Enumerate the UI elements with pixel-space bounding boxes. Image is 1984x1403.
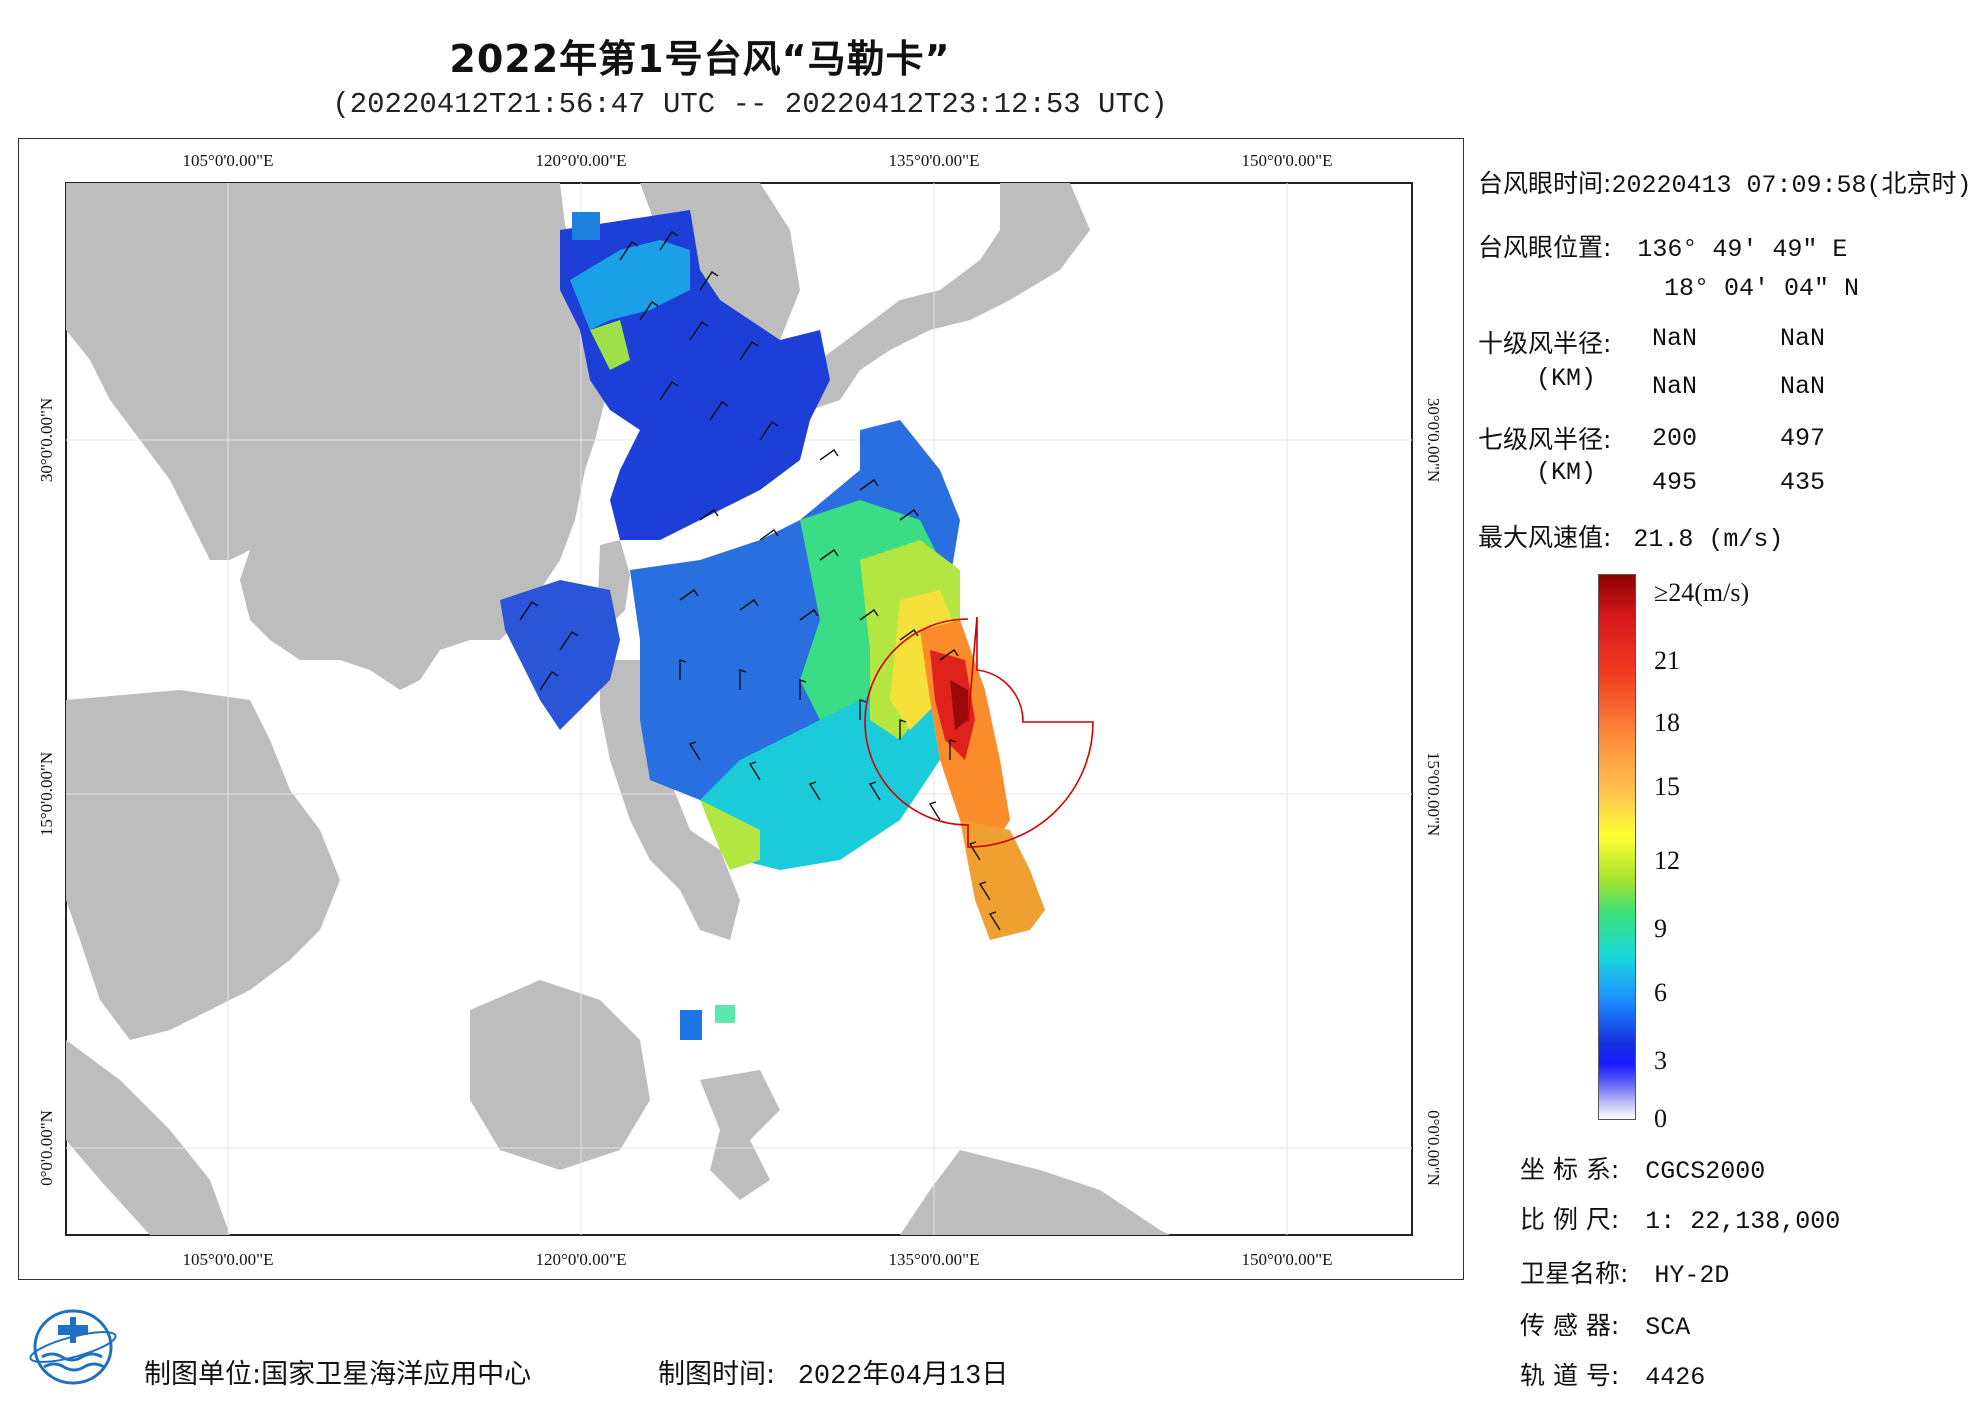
swath-core-darkred bbox=[950, 680, 968, 730]
nsoas-logo-icon bbox=[29, 1309, 117, 1385]
producer-label: 制图单位: bbox=[144, 1359, 262, 1390]
r10-value-sw: NaN bbox=[1652, 372, 1698, 401]
legend-tick-3: 3 bbox=[1654, 1046, 1667, 1075]
wind-speed-colorbar bbox=[1598, 574, 1636, 1120]
lat-label-left-1: 30°0'0.00"N bbox=[37, 398, 56, 482]
swath-north-green bbox=[590, 320, 630, 370]
orbit-value: 4426 bbox=[1645, 1363, 1706, 1392]
map-subtitle: (20220412T21:56:47 UTC -- 20220412T23:12… bbox=[332, 88, 1168, 121]
swath-fragment-3 bbox=[572, 212, 600, 240]
r7-label: 七级风半径: bbox=[1478, 425, 1612, 454]
lon-label-bottom-4: 150°0'0.00"E bbox=[1242, 1250, 1333, 1269]
max-wind-label: 最大风速值: bbox=[1478, 523, 1612, 552]
eye-pos-row: 台风眼位置: 136° 49′ 49″ E bbox=[1478, 228, 1847, 264]
land-sulawesi bbox=[700, 1070, 780, 1200]
r7-value-nw: 435 bbox=[1780, 468, 1826, 497]
legend-tick-6: 6 bbox=[1654, 978, 1667, 1007]
orbit-row: 轨 道 号: 4426 bbox=[1520, 1356, 1705, 1392]
swath-fragment-1 bbox=[680, 1010, 702, 1040]
land-borneo bbox=[470, 980, 650, 1170]
producer-row: 制图单位:国家卫星海洋应用中心 bbox=[144, 1352, 531, 1391]
r7-value-sw: 495 bbox=[1652, 468, 1698, 497]
r7-unit: (KM) bbox=[1536, 458, 1597, 487]
scale-label: 比 例 尺: bbox=[1520, 1205, 1620, 1234]
eye-time-label: 台风眼时间: bbox=[1478, 169, 1612, 198]
lon-label-top-3: 135°0'0.00"E bbox=[889, 151, 980, 170]
lat-label-left-3: 0°0'0.00"N bbox=[37, 1110, 56, 1186]
r10-unit: (KM) bbox=[1536, 364, 1597, 393]
eye-time-value: 20220413 07:09:58(北京时) bbox=[1611, 171, 1972, 200]
legend-tick-15: 15 bbox=[1654, 772, 1680, 801]
crs-row: 坐 标 系: CGCS2000 bbox=[1520, 1150, 1765, 1186]
max-wind-row: 最大风速值: 21.8 (m/s) bbox=[1478, 518, 1783, 554]
r10-value-nw: NaN bbox=[1780, 372, 1826, 401]
lon-label-top-2: 120°0'0.00"E bbox=[536, 151, 627, 170]
satellite-row: 卫星名称: HY-2D bbox=[1520, 1254, 1729, 1290]
wind-radius-7-outline bbox=[864, 616, 1094, 848]
satellite-value: HY-2D bbox=[1654, 1261, 1730, 1290]
land-mainland-asia bbox=[66, 183, 610, 690]
crs-value: CGCS2000 bbox=[1645, 1157, 1766, 1186]
lon-label-top-4: 150°0'0.00"E bbox=[1242, 151, 1333, 170]
eye-time-row: 台风眼时间:20220413 07:09:58(北京时) bbox=[1478, 164, 1971, 200]
lat-label-right-2: 15°0'0.00"N bbox=[1424, 752, 1443, 836]
lat-label-left-2: 15°0'0.00"N bbox=[37, 752, 56, 836]
lon-label-bottom-1: 105°0'0.00"E bbox=[183, 1250, 274, 1269]
lon-label-top-1: 105°0'0.00"E bbox=[183, 151, 274, 170]
eye-pos-label: 台风眼位置: bbox=[1478, 233, 1612, 262]
wind-barbs bbox=[519, 231, 1001, 931]
producer-value: 国家卫星海洋应用中心 bbox=[261, 1359, 532, 1390]
legend-tick-9: 9 bbox=[1654, 914, 1667, 943]
r10-value-ne: NaN bbox=[1652, 324, 1698, 353]
eye-lon-value: 136° 49′ 49″ E bbox=[1637, 235, 1848, 264]
legend-tick-21: 21 bbox=[1654, 646, 1680, 675]
r7-value-ne: 200 bbox=[1652, 424, 1698, 453]
sensor-row: 传 感 器: SCA bbox=[1520, 1306, 1690, 1342]
legend-tick-24: ≥24(m/s) bbox=[1654, 578, 1750, 607]
r10-value-se: NaN bbox=[1780, 324, 1826, 353]
max-wind-value: 21.8 (m/s) bbox=[1633, 525, 1784, 554]
lat-label-right-3: 0°0'0.00"N bbox=[1424, 1110, 1443, 1186]
r10-label: 十级风半径: bbox=[1478, 329, 1612, 358]
swath-fragment-2 bbox=[715, 1005, 735, 1023]
swath-south-green bbox=[700, 800, 760, 870]
orbit-label: 轨 道 号: bbox=[1520, 1361, 1620, 1390]
legend-tick-12: 12 bbox=[1654, 846, 1680, 875]
r7-value-se: 497 bbox=[1780, 424, 1826, 453]
land-new-guinea bbox=[900, 1150, 1170, 1235]
land-sumatra bbox=[66, 1040, 230, 1235]
land-japan bbox=[790, 183, 1090, 410]
crs-label: 坐 标 系: bbox=[1520, 1155, 1620, 1184]
legend-tick-0: 0 bbox=[1654, 1104, 1667, 1133]
map-title: 2022年第1号台风“马勒卡” bbox=[449, 37, 951, 81]
swath-north-cyan bbox=[570, 240, 690, 330]
land-indochina bbox=[66, 690, 340, 1040]
map-frame bbox=[18, 138, 1464, 1280]
sensor-label: 传 感 器: bbox=[1520, 1311, 1620, 1340]
production-time-value: 2022年04月13日 bbox=[797, 1362, 1009, 1392]
axis-labels: 105°0'0.00"E 120°0'0.00"E 135°0'0.00"E 1… bbox=[37, 151, 1443, 1269]
lon-label-bottom-2: 120°0'0.00"E bbox=[536, 1250, 627, 1269]
legend-tick-18: 18 bbox=[1654, 708, 1680, 737]
sensor-value: SCA bbox=[1645, 1313, 1691, 1342]
lon-label-bottom-3: 135°0'0.00"E bbox=[889, 1250, 980, 1269]
lat-label-right-1: 30°0'0.00"N bbox=[1424, 398, 1443, 482]
swath-main-cyan bbox=[700, 680, 940, 870]
production-time-label: 制图时间: bbox=[658, 1359, 776, 1390]
scale-value: 1: 22,138,000 bbox=[1645, 1207, 1841, 1236]
satellite-label: 卫星名称: bbox=[1520, 1259, 1629, 1288]
scale-row: 比 例 尺: 1: 22,138,000 bbox=[1520, 1200, 1840, 1236]
production-time-row: 制图时间: 2022年04月13日 bbox=[658, 1352, 1008, 1392]
eye-lat-value: 18° 04′ 04″ N bbox=[1664, 274, 1860, 303]
swath-west bbox=[500, 580, 620, 730]
swath-tail bbox=[960, 820, 1045, 940]
land-philippines bbox=[600, 660, 740, 940]
